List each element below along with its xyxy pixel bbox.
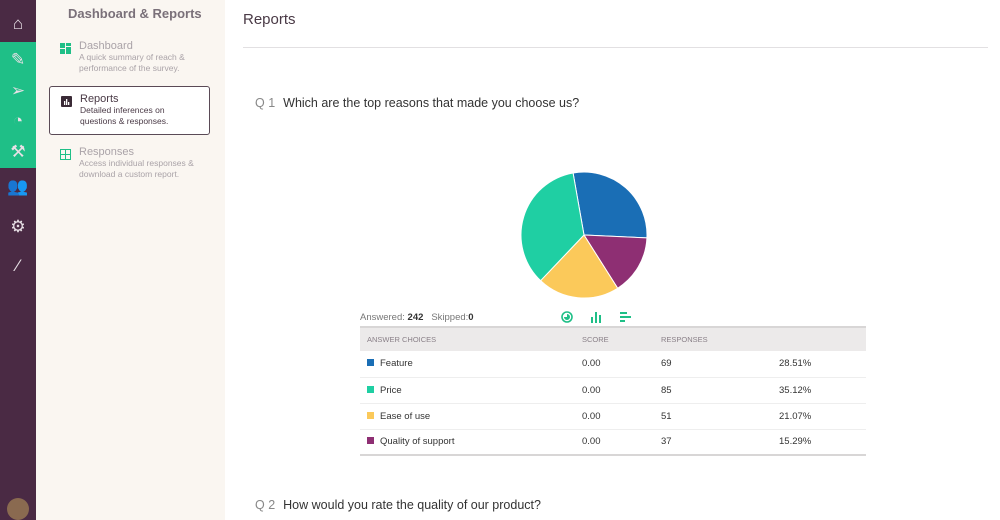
- pie-view-icon[interactable]: [561, 311, 573, 323]
- active-section-highlight: [0, 42, 36, 168]
- pie-icon[interactable]: ◔: [12, 111, 24, 130]
- choice-cell: Price: [360, 377, 582, 404]
- avatar[interactable]: [7, 498, 29, 520]
- percent-cell: 15.29%: [779, 429, 866, 456]
- users-icon[interactable]: 👥: [7, 177, 29, 196]
- choice-cell: Feature: [360, 351, 582, 378]
- hbar-view-icon[interactable]: [620, 311, 632, 323]
- sidebar-item-label: Responses: [79, 146, 135, 158]
- sidebar-item-reports[interactable]: Reports Detailed inferences on questions…: [49, 86, 210, 135]
- legend-swatch: [367, 359, 374, 367]
- bar-chart-icon: [61, 96, 72, 107]
- question-text: Which are the top reasons that made you …: [283, 96, 580, 110]
- choice-label: Quality of support: [380, 436, 455, 448]
- percent-cell: 35.12%: [779, 377, 866, 404]
- bar-view-icon[interactable]: [590, 311, 602, 323]
- sidebar-item-label: Reports: [80, 93, 119, 105]
- column-header: ANSWER CHOICES: [360, 326, 582, 351]
- skipped-count: 0: [468, 312, 474, 323]
- icon-rail: ⌂ ✎ ➢ ◔ ⚒ 👥 ⚙ ⁄: [0, 0, 36, 520]
- page-title: Reports: [243, 11, 296, 28]
- choice-cell: Ease of use: [360, 403, 582, 430]
- question-2: Q 2 How would you rate the quality of our…: [255, 498, 541, 512]
- choice-cell: Quality of support: [360, 429, 582, 456]
- legend-swatch: [367, 385, 374, 393]
- dashboard-icon: [60, 43, 71, 54]
- score-cell: 0.00: [582, 377, 661, 404]
- pencil-icon[interactable]: ✎: [10, 50, 26, 69]
- table-row: Ease of use 0.00 51 21.07%: [360, 403, 866, 430]
- sidebar: Dashboard & Reports Dashboard A quick su…: [36, 0, 225, 520]
- column-header: RESPONSES: [661, 326, 779, 351]
- legend-swatch: [367, 437, 374, 445]
- choice-label: Ease of use: [380, 410, 431, 422]
- answer-table: ANSWER CHOICES SCORE RESPONSES Feature 0…: [360, 326, 866, 456]
- column-header: [779, 326, 866, 351]
- responses-cell: 69: [661, 351, 779, 378]
- wand-icon[interactable]: ⁄: [16, 256, 20, 275]
- score-cell: 0.00: [582, 429, 661, 456]
- legend-swatch: [367, 411, 374, 419]
- divider: [243, 47, 988, 48]
- sidebar-item-label: Dashboard: [79, 40, 133, 52]
- column-header: SCORE: [582, 326, 661, 351]
- percent-cell: 21.07%: [779, 403, 866, 430]
- responses-cell: 51: [661, 403, 779, 430]
- pie-slice-feature: [572, 171, 648, 239]
- sidebar-item-desc: Access individual responses & download a…: [79, 158, 194, 179]
- table-header: ANSWER CHOICES SCORE RESPONSES: [360, 326, 866, 351]
- score-cell: 0.00: [582, 403, 661, 430]
- answered-label: Answered:: [360, 312, 405, 323]
- sidebar-item-dashboard[interactable]: Dashboard A quick summary of reach & per…: [49, 34, 210, 80]
- responses-cell: 85: [661, 377, 779, 404]
- sidebar-item-desc: A quick summary of reach & performance o…: [79, 52, 185, 73]
- pie-slice-price: [520, 172, 585, 282]
- percent-cell: 28.51%: [779, 351, 866, 378]
- pie-slice-quality-of-support: [583, 234, 648, 289]
- table-row: Quality of support 0.00 37 15.29%: [360, 429, 866, 456]
- gear-icon[interactable]: ⚙: [10, 217, 26, 236]
- choice-label: Price: [380, 384, 402, 396]
- question-text: How would you rate the quality of our pr…: [283, 498, 541, 512]
- pie-chart: [520, 171, 648, 299]
- pie-slice-ease-of-use: [539, 234, 619, 299]
- question-number: Q 1: [255, 96, 276, 110]
- score-cell: 0.00: [582, 351, 661, 378]
- table-row: Feature 0.00 69 28.51%: [360, 351, 866, 378]
- question-1: Q 1 Which are the top reasons that made y…: [255, 96, 579, 110]
- choice-label: Feature: [380, 358, 413, 370]
- sidebar-item-desc: Detailed inferences on questions & respo…: [80, 105, 169, 126]
- answered-count: 242: [407, 312, 424, 323]
- table-row: Price 0.00 85 35.12%: [360, 377, 866, 404]
- question-number: Q 2: [255, 498, 276, 512]
- answer-stats: Answered: 242 Skipped:0: [360, 312, 474, 323]
- home-icon[interactable]: ⌂: [12, 14, 24, 33]
- skipped-label: Skipped:: [431, 312, 469, 323]
- sidebar-title: Dashboard & Reports: [68, 6, 202, 21]
- wrench-icon[interactable]: ⚒: [10, 142, 26, 161]
- grid-icon: [60, 149, 71, 160]
- responses-cell: 37: [661, 429, 779, 456]
- sidebar-item-responses[interactable]: Responses Access individual responses & …: [49, 140, 210, 186]
- send-icon[interactable]: ➢: [10, 81, 26, 100]
